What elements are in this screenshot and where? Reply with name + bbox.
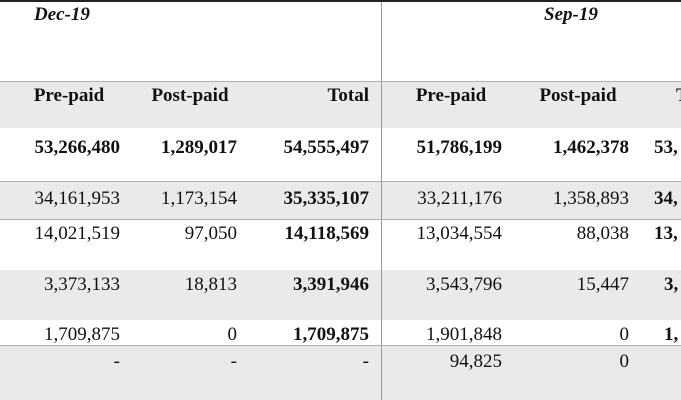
rule — [0, 81, 681, 82]
table-cell: 1, — [664, 324, 679, 345]
column-header: Total — [327, 85, 369, 106]
table-cell: - — [230, 351, 237, 372]
column-header: T — [676, 85, 681, 107]
table-cell: 97,050 — [184, 223, 237, 244]
column-header: Pre-paid — [33, 85, 105, 106]
table-top-border — [0, 0, 681, 2]
rule — [0, 345, 681, 346]
table-cell: 34, — [654, 188, 678, 209]
column-header: Pre-paid — [415, 85, 487, 106]
table-cell: 13, — [654, 223, 678, 244]
table-cell: - — [362, 351, 369, 372]
table-cell: 51,786,199 — [416, 137, 503, 158]
table-cell: 1,901,848 — [426, 324, 502, 345]
period-divider — [381, 2, 382, 400]
rule — [0, 219, 681, 220]
table-cell: 13,034,554 — [416, 223, 503, 244]
table-cell: 3,543,796 — [426, 274, 502, 295]
row-band-1 — [0, 181, 681, 220]
table-cell: 3,391,946 — [293, 274, 369, 295]
table-cell: 0 — [619, 324, 630, 345]
rule — [0, 181, 681, 182]
table-cell: 88,038 — [576, 223, 629, 244]
table-cell: 1,709,875 — [44, 324, 120, 345]
table-cell: 0 — [619, 351, 630, 372]
table-cell: 35,335,107 — [283, 188, 370, 209]
table-cell: 53,266,480 — [34, 137, 121, 158]
table-cell: 1,462,378 — [553, 137, 629, 158]
table-cell: 3, — [664, 274, 679, 295]
table-cell: 14,021,519 — [34, 223, 121, 244]
table-cell: 3,373,133 — [44, 274, 120, 295]
table-cell: 14,118,569 — [284, 223, 369, 244]
table-cell: 1,358,893 — [553, 188, 629, 209]
table-cell: 1,173,154 — [161, 188, 237, 209]
table-cell: - — [113, 351, 120, 372]
table-cell: 54,555,497 — [283, 137, 370, 158]
table-cell: 34,161,953 — [34, 188, 121, 209]
table-cell: 1,289,017 — [161, 137, 237, 158]
column-header: Post-paid — [151, 85, 229, 106]
table-cell: 94,825 — [449, 351, 502, 372]
row-band-3 — [0, 346, 681, 400]
period-title: Sep-19 — [544, 4, 598, 25]
header-band — [0, 82, 681, 128]
table-cell: 1,709,875 — [293, 324, 369, 345]
table-cell: 0 — [227, 324, 238, 345]
table-cell: 33,211,176 — [417, 188, 502, 209]
column-header: Post-paid — [539, 85, 617, 106]
period-title: Dec-19 — [34, 4, 90, 25]
table-cell: 18,813 — [184, 274, 237, 295]
table-cell: 53, — [654, 137, 678, 158]
table-cell: 15,447 — [576, 274, 629, 295]
row-band-2 — [0, 270, 681, 320]
